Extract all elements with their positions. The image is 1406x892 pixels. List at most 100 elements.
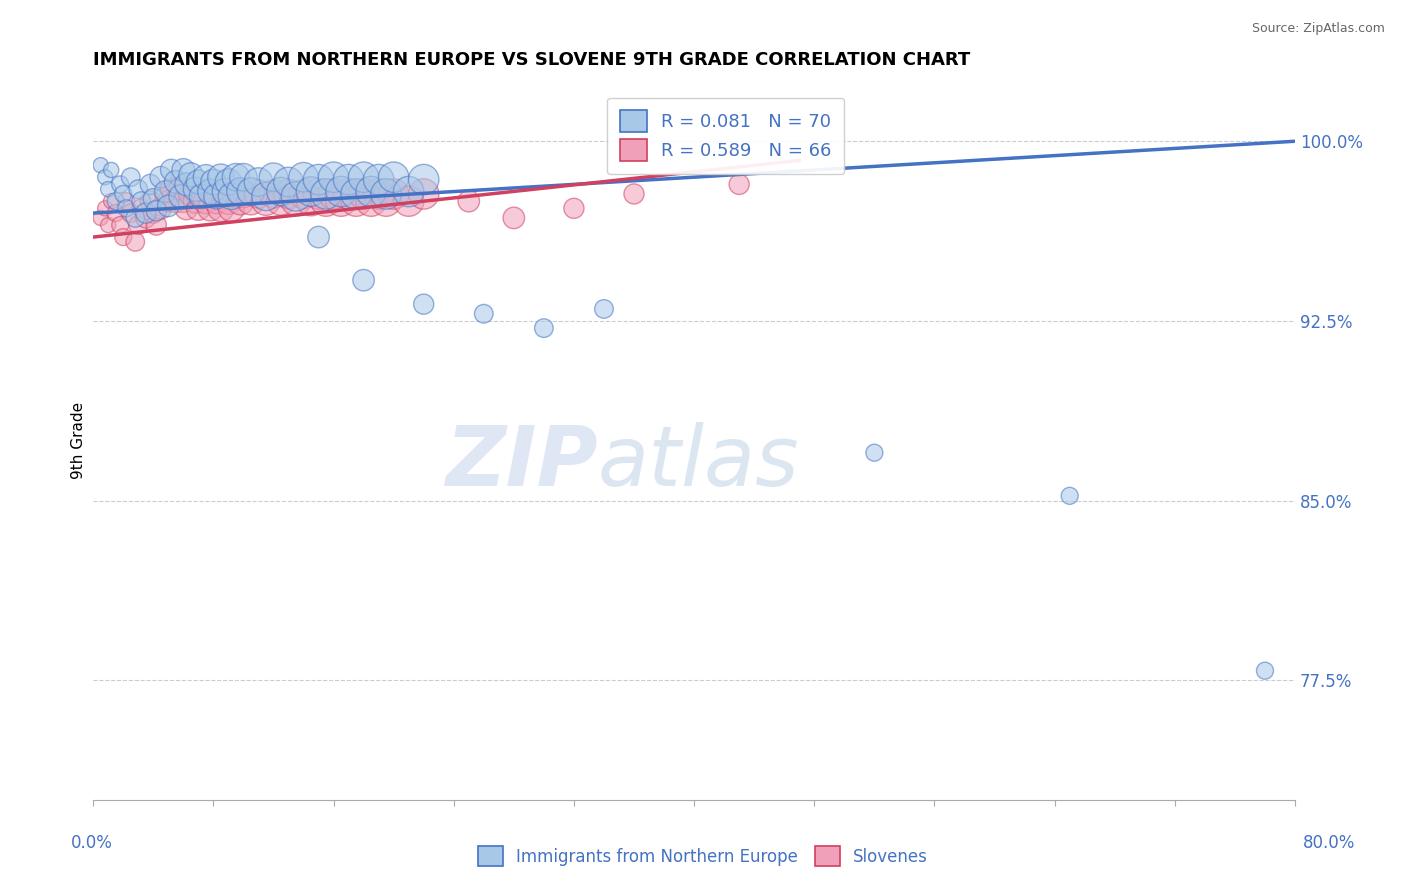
Point	[623, 186, 645, 201]
Point	[172, 163, 194, 178]
Point	[184, 182, 207, 196]
Point	[254, 194, 277, 208]
Point	[221, 202, 243, 216]
Point	[232, 170, 254, 185]
Point	[110, 178, 132, 192]
Point	[190, 186, 212, 201]
Point	[115, 194, 138, 208]
Point	[180, 186, 202, 201]
Point	[180, 168, 202, 182]
Point	[214, 186, 236, 201]
Point	[100, 194, 122, 208]
Point	[337, 186, 360, 201]
Point	[194, 170, 217, 185]
Point	[593, 301, 616, 316]
Point	[124, 211, 146, 225]
Point	[176, 178, 198, 192]
Point	[262, 186, 284, 201]
Point	[353, 273, 375, 287]
Point	[90, 211, 112, 225]
Point	[315, 194, 337, 208]
Point	[285, 189, 308, 203]
Point	[1254, 664, 1277, 678]
Point	[129, 194, 152, 208]
Point	[120, 170, 142, 185]
Point	[200, 185, 222, 199]
Point	[149, 202, 172, 216]
Point	[217, 194, 239, 208]
Text: Source: ZipAtlas.com: Source: ZipAtlas.com	[1251, 22, 1385, 36]
Point	[214, 185, 236, 199]
Point	[412, 172, 434, 186]
Point	[239, 194, 262, 208]
Point	[285, 194, 308, 208]
Point	[353, 170, 375, 185]
Point	[127, 182, 149, 196]
Point	[184, 194, 207, 208]
Point	[169, 189, 191, 203]
Text: 0.0%: 0.0%	[70, 834, 112, 852]
Point	[299, 194, 322, 208]
Point	[149, 170, 172, 185]
Point	[728, 178, 751, 192]
Point	[398, 194, 420, 208]
Point	[337, 172, 360, 186]
Point	[209, 170, 232, 185]
Point	[262, 170, 284, 185]
Point	[382, 186, 405, 201]
Point	[254, 189, 277, 203]
Point	[190, 189, 212, 203]
Point	[160, 182, 183, 196]
Point	[502, 211, 524, 225]
Point	[169, 182, 191, 196]
Point	[375, 194, 398, 208]
Point	[533, 321, 555, 335]
Point	[194, 194, 217, 208]
Point	[90, 158, 112, 172]
Y-axis label: 9th Grade: 9th Grade	[72, 402, 86, 479]
Point	[172, 194, 194, 208]
Point	[229, 185, 252, 199]
Point	[344, 186, 367, 201]
Point	[104, 206, 127, 220]
Point	[120, 206, 142, 220]
Point	[360, 194, 382, 208]
Point	[155, 185, 177, 199]
Point	[209, 202, 232, 216]
Point	[398, 185, 420, 199]
Point	[139, 178, 162, 192]
Point	[157, 194, 180, 208]
Point	[1059, 489, 1081, 503]
Point	[472, 307, 495, 321]
Point	[112, 230, 135, 244]
Point	[225, 170, 247, 185]
Point	[457, 194, 479, 208]
Text: atlas: atlas	[598, 422, 800, 503]
Point	[239, 185, 262, 199]
Point	[94, 170, 117, 185]
Point	[129, 202, 152, 216]
Point	[229, 194, 252, 208]
Point	[562, 202, 585, 216]
Point	[176, 202, 198, 216]
Text: ZIP: ZIP	[446, 422, 598, 503]
Point	[157, 199, 180, 213]
Point	[367, 186, 389, 201]
Point	[94, 202, 117, 216]
Legend: R = 0.081   N = 70, R = 0.589   N = 66: R = 0.081 N = 70, R = 0.589 N = 66	[607, 97, 844, 174]
Point	[110, 218, 132, 232]
Point	[308, 172, 330, 186]
Point	[145, 203, 167, 218]
Point	[142, 192, 165, 206]
Point	[353, 186, 375, 201]
Point	[124, 235, 146, 249]
Legend: Immigrants from Northern Europe, Slovenes: Immigrants from Northern Europe, Slovene…	[471, 839, 935, 873]
Point	[344, 194, 367, 208]
Point	[360, 185, 382, 199]
Point	[155, 186, 177, 201]
Point	[412, 297, 434, 311]
Point	[165, 175, 187, 189]
Point	[247, 175, 270, 189]
Point	[292, 186, 315, 201]
Point	[315, 186, 337, 201]
